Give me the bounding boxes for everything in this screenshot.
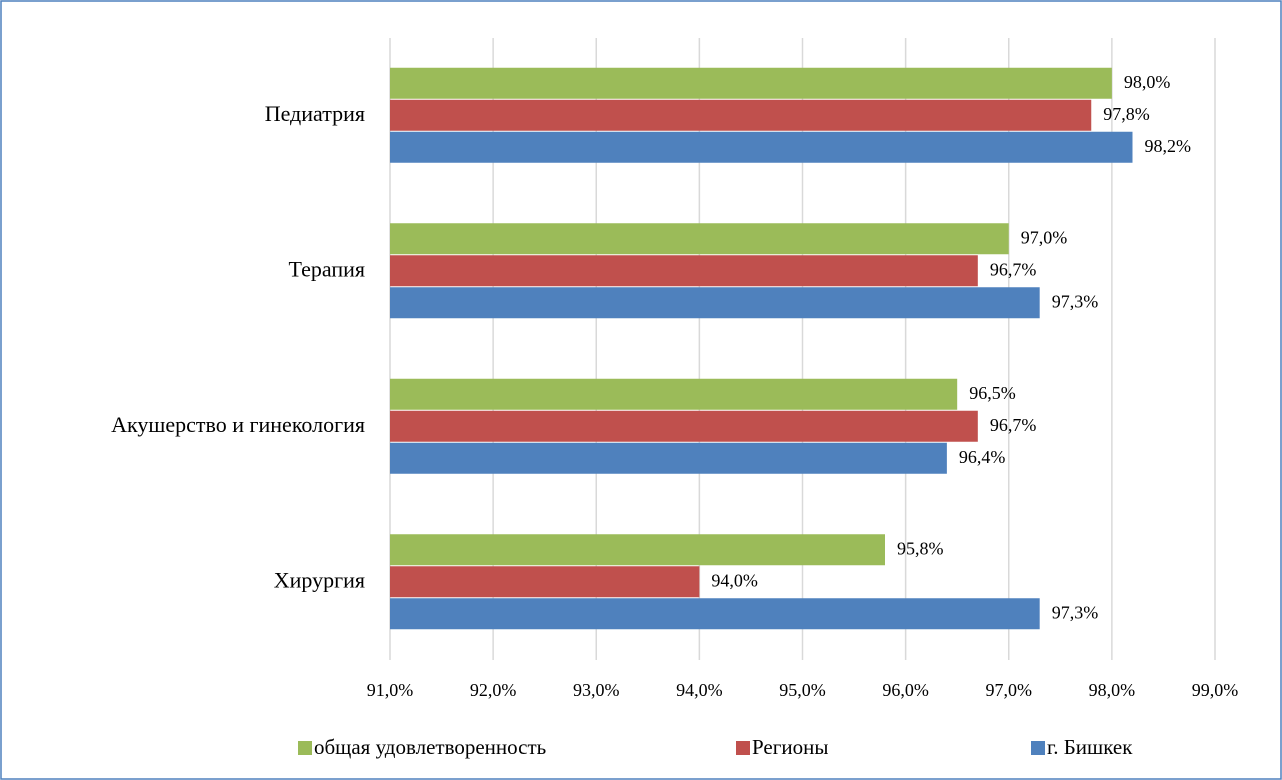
category-label: Педиатрия: [265, 101, 365, 126]
legend-marker: [736, 741, 750, 755]
value-label: 97,3%: [1052, 602, 1099, 622]
bar: [390, 67, 1112, 99]
bar: [390, 131, 1133, 163]
x-tick-label: 97,0%: [986, 680, 1033, 700]
value-label: 98,0%: [1124, 72, 1171, 92]
category-label: Акушерство и гинекология: [111, 412, 365, 437]
legend-label: Регионы: [752, 735, 828, 759]
x-tick-label: 91,0%: [367, 680, 414, 700]
bar: [390, 410, 978, 442]
value-label: 98,2%: [1145, 136, 1192, 156]
legend-label: г. Бишкек: [1047, 735, 1133, 759]
value-label: 95,8%: [897, 538, 944, 558]
x-tick-label: 98,0%: [1089, 680, 1136, 700]
bar: [390, 442, 947, 474]
category-label: Хирургия: [274, 567, 365, 592]
legend-label: общая удовлетворенность: [314, 735, 546, 759]
bar: [390, 287, 1040, 319]
bar: [390, 99, 1092, 131]
value-label: 96,7%: [990, 259, 1037, 279]
legend-marker: [298, 741, 312, 755]
value-label: 96,4%: [959, 447, 1006, 467]
x-tick-label: 93,0%: [573, 680, 620, 700]
x-tick-label: 96,0%: [882, 680, 929, 700]
value-label: 94,0%: [711, 570, 758, 590]
bar: [390, 378, 958, 410]
bar: [390, 255, 978, 287]
legend-marker: [1031, 741, 1045, 755]
x-tick-label: 95,0%: [779, 680, 826, 700]
value-label: 97,0%: [1021, 227, 1068, 247]
value-label: 97,3%: [1052, 291, 1099, 311]
x-tick-label: 94,0%: [676, 680, 723, 700]
bar: [390, 598, 1040, 630]
bar: [390, 566, 700, 598]
value-label: 96,7%: [990, 415, 1037, 435]
x-tick-label: 92,0%: [470, 680, 517, 700]
value-label: 96,5%: [969, 383, 1016, 403]
bar: [390, 534, 885, 566]
value-label: 97,8%: [1103, 104, 1150, 124]
bar: [390, 223, 1009, 255]
category-label: Терапия: [288, 256, 365, 281]
x-tick-label: 99,0%: [1192, 680, 1239, 700]
